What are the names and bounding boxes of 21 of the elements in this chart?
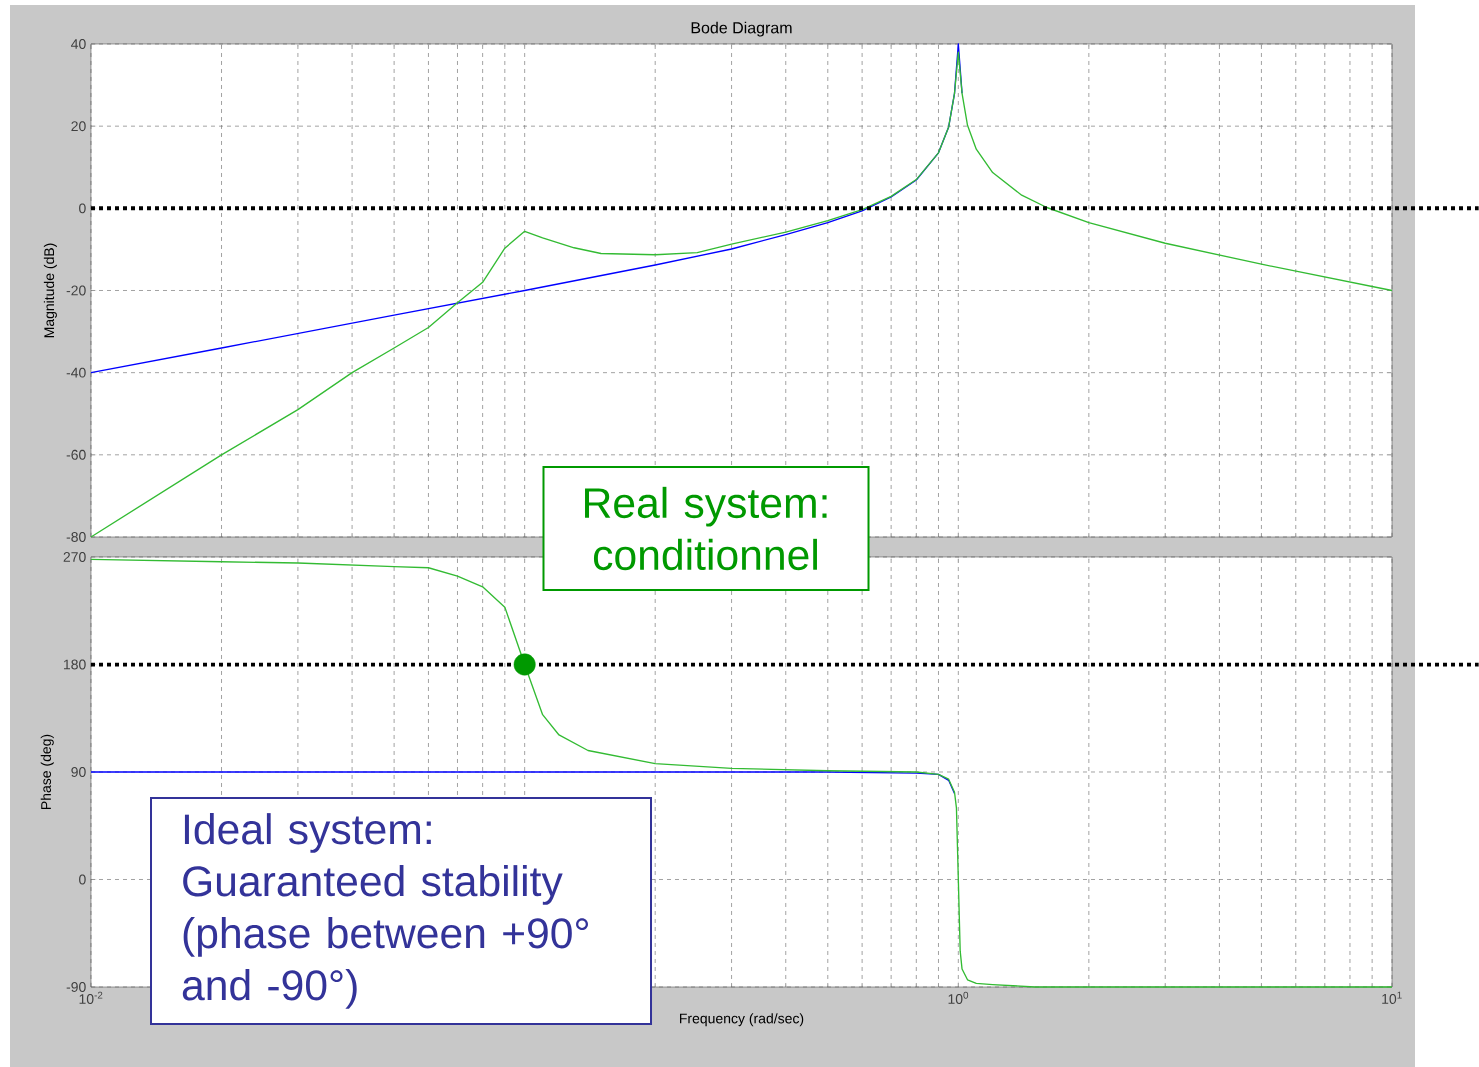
y-tick-label: 0 <box>79 203 86 214</box>
y-tick-label: 180 <box>63 659 86 670</box>
y-tick-label: 90 <box>71 767 86 777</box>
y-tick-label: 0 <box>79 874 86 885</box>
y-tick-label: -90 <box>66 982 86 992</box>
y-axis-title: Phase (deg) <box>40 734 54 809</box>
annotation: Real system: conditionnel <box>585 486 827 571</box>
x-tick-label: 10$^{1}$ <box>1382 991 1402 1004</box>
y-tick-label: -80 <box>66 532 86 542</box>
y-tick-label: 40 <box>71 39 86 49</box>
y-tick-label: -40 <box>66 367 86 378</box>
chart-title: Bode Diagram <box>691 21 792 37</box>
y-tick-label: 270 <box>63 552 86 562</box>
y-tick-label: -20 <box>66 285 86 296</box>
annotation: Ideal system: Guaranteed stability (phase between +90° and -90°) <box>182 813 588 1009</box>
x-tick-label: 10$^{0}$ <box>948 991 969 1004</box>
y-tick-label: -60 <box>66 449 86 460</box>
x-axis-title: Frequency (rad/sec) <box>680 1013 804 1027</box>
y-tick-label: 20 <box>71 121 86 132</box>
y-axis-title: Magnitude (dB) <box>43 243 57 338</box>
x-tick-label: 10$^{-2}$ <box>79 991 103 1004</box>
